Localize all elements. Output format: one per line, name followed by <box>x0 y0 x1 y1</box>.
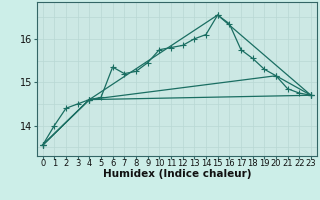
X-axis label: Humidex (Indice chaleur): Humidex (Indice chaleur) <box>102 169 251 179</box>
